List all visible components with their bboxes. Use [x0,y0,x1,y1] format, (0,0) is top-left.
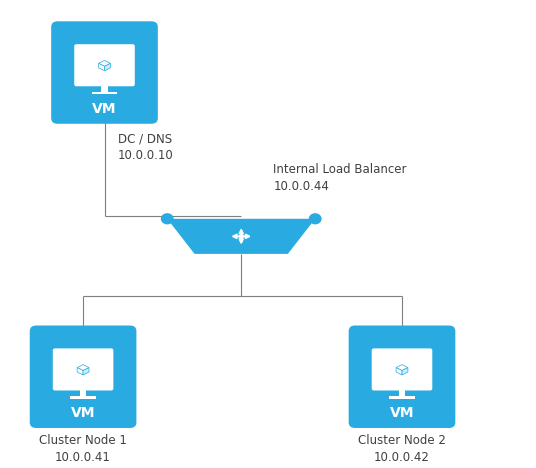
Polygon shape [396,367,402,375]
Circle shape [161,213,174,225]
Bar [101,84,108,92]
Text: VM: VM [92,102,117,116]
Polygon shape [402,367,408,375]
Text: Cluster Node 1
10.0.0.41: Cluster Node 1 10.0.0.41 [39,434,127,464]
FancyBboxPatch shape [30,326,136,428]
Polygon shape [99,63,105,71]
Polygon shape [167,219,315,254]
Bar [389,396,415,399]
Text: DC / DNS
10.0.0.10: DC / DNS 10.0.0.10 [118,132,174,162]
Bar [70,396,96,399]
FancyBboxPatch shape [372,348,432,390]
Polygon shape [99,60,110,66]
Polygon shape [83,367,89,375]
Polygon shape [77,365,89,371]
FancyBboxPatch shape [348,326,455,428]
Bar [399,388,405,396]
FancyBboxPatch shape [74,44,135,86]
Polygon shape [77,367,83,375]
Text: Internal Load Balancer
10.0.0.44: Internal Load Balancer 10.0.0.44 [273,163,407,193]
Polygon shape [105,63,110,71]
Text: VM: VM [71,406,95,420]
Text: Cluster Node 2
10.0.0.42: Cluster Node 2 10.0.0.42 [358,434,446,464]
Polygon shape [396,365,408,371]
FancyBboxPatch shape [51,21,158,124]
Bar [92,92,117,95]
Bar [80,388,86,396]
Text: VM: VM [390,406,414,420]
Circle shape [309,213,322,225]
FancyBboxPatch shape [53,348,113,390]
